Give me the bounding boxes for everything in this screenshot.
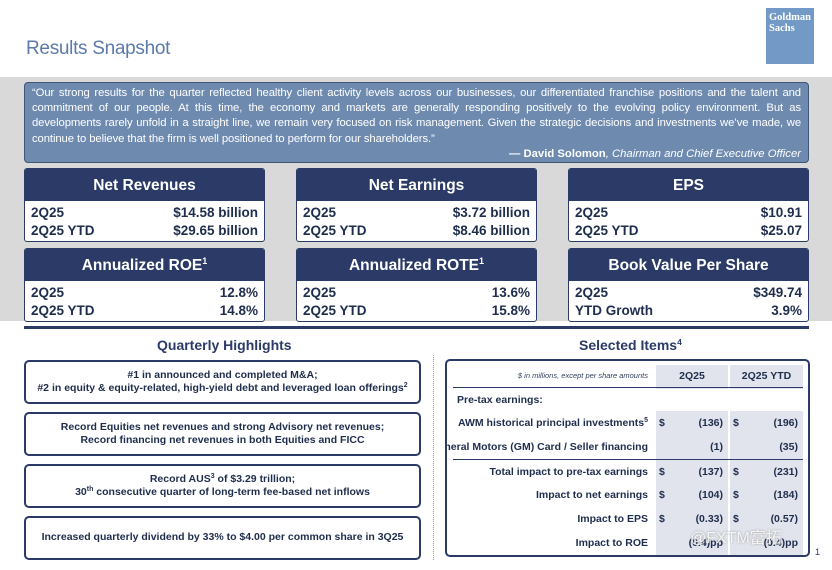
- card-title: Net Revenues: [25, 169, 264, 201]
- selected-items-table: $ in millions, except per share amounts …: [445, 359, 810, 557]
- quarterly-highlights-title: Quarterly Highlights: [157, 337, 292, 353]
- table-units-note: $ in millions, except per share amounts: [517, 371, 648, 380]
- card-eps: EPS 2Q25 $10.91 2Q25 YTD $25.07: [568, 168, 809, 242]
- logo-line1: Goldman: [769, 12, 812, 23]
- watermark: @FXTM富拓: [690, 530, 782, 547]
- card-row: 2Q25 12.8%: [31, 285, 258, 300]
- highlight-item: Record Equities net revenues and strong …: [24, 412, 421, 456]
- ceo-quote-box: “Our strong results for the quarter refl…: [24, 82, 809, 163]
- column-header: 2Q25: [679, 370, 705, 382]
- table-row: Impact to net earnings $ (104) $ (184): [453, 483, 803, 507]
- table-row: Impact to EPS $ (0.33) $ (0.57): [453, 507, 803, 531]
- card-net-earnings: Net Earnings 2Q25 $3.72 billion 2Q25 YTD $…: [296, 168, 537, 242]
- section-divider: [24, 326, 809, 329]
- card-title: EPS: [569, 169, 808, 201]
- goldman-sachs-logo: Goldman Sachs: [766, 8, 814, 64]
- quote-author-title: , Chairman and Chief Executive Officer: [605, 147, 801, 160]
- page-number: 1: [815, 547, 821, 557]
- card-title: Book Value Per Share: [569, 249, 808, 281]
- card-row: 2Q25 $10.91: [575, 205, 802, 220]
- highlight-item: Record AUS3 of $3.29 trillion; 30th cons…: [24, 464, 421, 508]
- card-row: 2Q25 $3.72 billion: [303, 205, 530, 220]
- selected-items-title: Selected Items4: [579, 337, 682, 353]
- quote-author: — David Solomon: [509, 147, 606, 160]
- card-row: 2Q25 $14.58 billion: [31, 205, 258, 220]
- card-annualized-rote: Annualized ROTE1 2Q25 13.6% 2Q25 YTD 15.8%: [296, 248, 537, 322]
- table-row: AWM historical principal investments5 $(…: [453, 411, 803, 435]
- card-row: 2Q25 13.6%: [303, 285, 530, 300]
- table-row: General Motors (GM) Card / Seller financ…: [447, 435, 803, 459]
- card-annualized-roe: Annualized ROE1 2Q25 12.8% 2Q25 YTD 14.8%: [24, 248, 265, 322]
- column-divider: [433, 355, 434, 560]
- card-row: 2Q25 YTD $25.07: [575, 222, 802, 238]
- quote-attribution: — David Solomon, Chairman and Chief Exec…: [32, 147, 801, 162]
- highlight-item: Increased quarterly dividend by 33% to $…: [24, 516, 421, 560]
- highlight-item: #1 in announced and completed M&A; #2 in…: [24, 360, 421, 404]
- card-row: 2Q25 $349.74: [575, 285, 802, 300]
- card-row: 2Q25 YTD $29.65 billion: [31, 222, 258, 238]
- card-title: Net Earnings: [297, 169, 536, 201]
- card-row: 2Q25 YTD 14.8%: [31, 302, 258, 318]
- card-row: YTD Growth 3.9%: [575, 302, 802, 318]
- card-row: 2Q25 YTD 15.8%: [303, 302, 530, 318]
- table-header-row: $ in millions, except per share amounts …: [453, 365, 803, 389]
- quote-text: “Our strong results for the quarter refl…: [32, 87, 801, 145]
- logo-line2: Sachs: [769, 23, 795, 34]
- card-title: Annualized ROTE1: [297, 249, 536, 281]
- table-section-row: Pre-tax earnings:: [453, 387, 803, 411]
- page-title: Results Snapshot: [26, 38, 171, 59]
- card-book-value-per-share: Book Value Per Share 2Q25 $349.74 YTD Gro…: [568, 248, 809, 322]
- card-title: Annualized ROE1: [25, 249, 264, 281]
- card-row: 2Q25 YTD $8.46 billion: [303, 222, 530, 238]
- section-label: Pre-tax earnings:: [457, 394, 543, 406]
- card-net-revenues: Net Revenues 2Q25 $14.58 billion 2Q25 YTD…: [24, 168, 265, 242]
- table-row: Total impact to pre-tax earnings $ (137) …: [453, 459, 803, 484]
- column-header: 2Q25 YTD: [741, 370, 792, 382]
- table-row: Impact to ROE (0.4)pp (0.4)pp: [453, 531, 803, 555]
